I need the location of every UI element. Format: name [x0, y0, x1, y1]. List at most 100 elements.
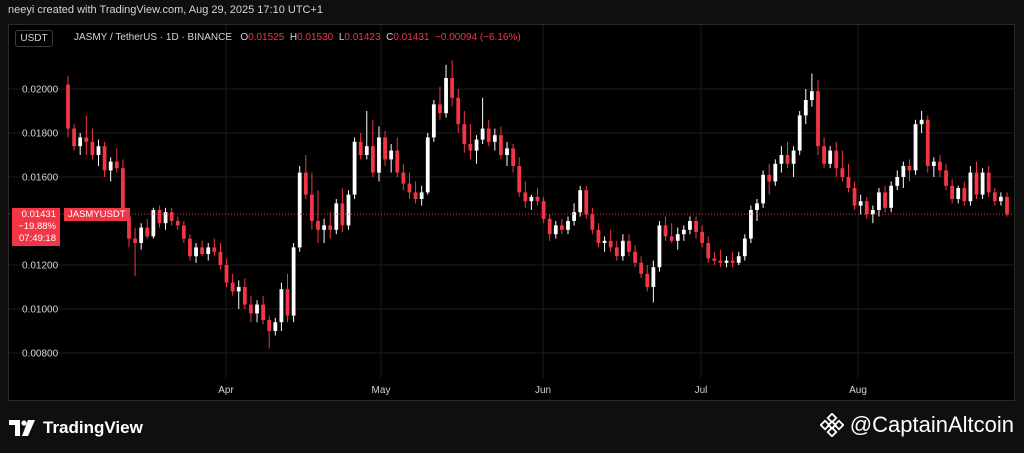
- candle[interactable]: [334, 199, 339, 235]
- candle[interactable]: [816, 80, 820, 155]
- candle[interactable]: [413, 181, 418, 204]
- candle[interactable]: [535, 188, 540, 206]
- candle[interactable]: [499, 126, 503, 160]
- candle[interactable]: [675, 227, 680, 250]
- candle[interactable]: [310, 172, 314, 230]
- candle[interactable]: [627, 234, 631, 257]
- candle[interactable]: [651, 260, 656, 303]
- candle[interactable]: [96, 139, 101, 166]
- candle[interactable]: [846, 163, 851, 193]
- candle[interactable]: [419, 185, 424, 206]
- candle[interactable]: [755, 199, 759, 221]
- candle[interactable]: [212, 238, 217, 257]
- candle[interactable]: [645, 265, 650, 292]
- candle[interactable]: [590, 207, 595, 235]
- candle[interactable]: [511, 144, 516, 173]
- candle[interactable]: [688, 216, 692, 235]
- candle[interactable]: [145, 218, 150, 239]
- candle[interactable]: [700, 225, 705, 248]
- candle[interactable]: [767, 163, 772, 195]
- candle[interactable]: [663, 216, 668, 241]
- candle[interactable]: [822, 137, 826, 169]
- candle[interactable]: [974, 161, 979, 199]
- candle[interactable]: [889, 181, 894, 213]
- candle[interactable]: [523, 181, 528, 208]
- candle[interactable]: [608, 229, 613, 252]
- candle[interactable]: [352, 137, 357, 199]
- candle[interactable]: [151, 207, 156, 239]
- candle[interactable]: [249, 295, 253, 323]
- candle[interactable]: [157, 205, 162, 228]
- candle[interactable]: [438, 86, 442, 120]
- candle[interactable]: [181, 221, 186, 243]
- candle[interactable]: [657, 221, 662, 272]
- candle[interactable]: [450, 60, 455, 107]
- candle[interactable]: [370, 119, 375, 177]
- candle[interactable]: [956, 185, 961, 204]
- candle[interactable]: [267, 315, 272, 349]
- candle[interactable]: [602, 236, 607, 252]
- chart-pane[interactable]: [8, 24, 1015, 401]
- candle[interactable]: [907, 159, 912, 182]
- candle[interactable]: [66, 75, 70, 138]
- candle[interactable]: [401, 163, 406, 191]
- candle[interactable]: [938, 155, 942, 177]
- candle[interactable]: [102, 141, 107, 177]
- candle[interactable]: [877, 188, 881, 217]
- candle[interactable]: [913, 119, 918, 175]
- candle[interactable]: [255, 300, 259, 323]
- candle[interactable]: [261, 295, 266, 325]
- candle[interactable]: [547, 214, 552, 241]
- candle[interactable]: [529, 194, 534, 210]
- candle[interactable]: [72, 124, 76, 151]
- candle[interactable]: [718, 249, 723, 268]
- candle[interactable]: [322, 218, 326, 243]
- candle[interactable]: [462, 111, 467, 153]
- candle[interactable]: [505, 141, 509, 166]
- candle[interactable]: [431, 100, 436, 142]
- candle[interactable]: [218, 243, 223, 270]
- candle[interactable]: [456, 89, 461, 133]
- candle[interactable]: [895, 170, 900, 191]
- candle[interactable]: [480, 97, 485, 144]
- candle[interactable]: [114, 148, 119, 173]
- candle[interactable]: [139, 223, 144, 250]
- candle[interactable]: [206, 243, 211, 261]
- candle[interactable]: [620, 234, 625, 261]
- candle[interactable]: [303, 155, 308, 199]
- candle[interactable]: [1005, 192, 1009, 217]
- candle[interactable]: [279, 282, 284, 331]
- candle[interactable]: [230, 273, 235, 296]
- candle[interactable]: [425, 133, 430, 195]
- candle[interactable]: [986, 166, 991, 197]
- candle[interactable]: [517, 157, 522, 197]
- candle[interactable]: [712, 251, 717, 265]
- candle[interactable]: [968, 166, 973, 206]
- candle[interactable]: [486, 119, 491, 147]
- candle[interactable]: [706, 236, 711, 263]
- candle[interactable]: [614, 240, 619, 261]
- candle[interactable]: [992, 188, 997, 206]
- candle[interactable]: [194, 243, 198, 263]
- candle[interactable]: [749, 205, 753, 243]
- candle[interactable]: [944, 163, 948, 191]
- candle[interactable]: [785, 141, 790, 169]
- candle[interactable]: [669, 223, 674, 243]
- candle[interactable]: [84, 115, 89, 155]
- currency-button[interactable]: USDT: [15, 30, 53, 47]
- candle[interactable]: [273, 317, 278, 336]
- candle[interactable]: [364, 111, 369, 160]
- candle[interactable]: [285, 273, 290, 323]
- candle[interactable]: [870, 205, 875, 224]
- candle[interactable]: [566, 216, 570, 235]
- candle[interactable]: [809, 73, 814, 107]
- candle[interactable]: [553, 221, 558, 239]
- candle[interactable]: [383, 130, 387, 166]
- candle[interactable]: [736, 251, 741, 265]
- candle[interactable]: [291, 243, 296, 323]
- candle[interactable]: [377, 126, 381, 182]
- tradingview-logo[interactable]: TradingView: [9, 418, 143, 438]
- candle[interactable]: [797, 111, 802, 155]
- candle[interactable]: [340, 188, 345, 232]
- candle[interactable]: [407, 172, 412, 199]
